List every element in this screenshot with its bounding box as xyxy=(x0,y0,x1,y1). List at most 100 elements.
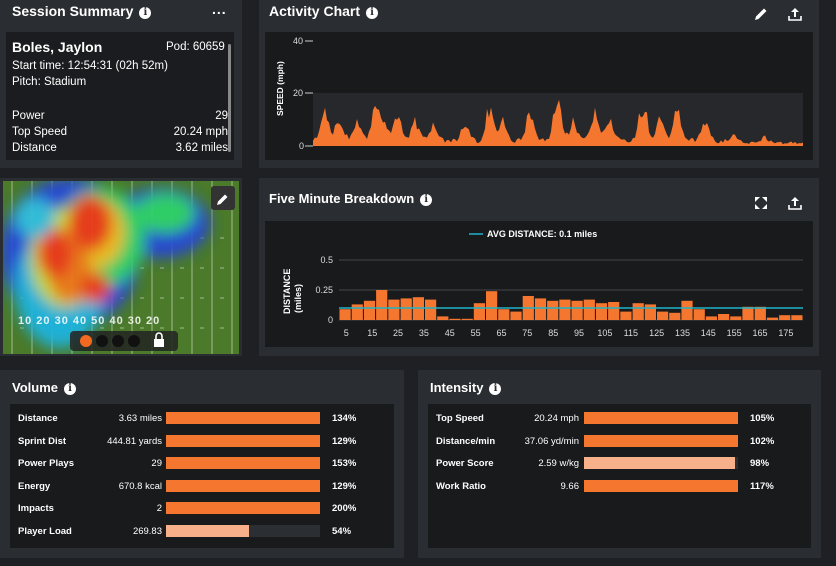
intensity-bar xyxy=(584,412,738,424)
speed-area xyxy=(313,99,803,146)
intensity-label: Top Speed xyxy=(436,413,484,424)
stat-value: 20.24 mph xyxy=(173,126,228,138)
xtick-label: 175 xyxy=(778,328,793,338)
bar[interactable] xyxy=(791,315,803,320)
bar[interactable] xyxy=(620,311,632,320)
xtick-label: 35 xyxy=(419,328,429,338)
intensity-value: 9.66 xyxy=(560,480,580,492)
bar[interactable] xyxy=(583,299,595,320)
bar[interactable] xyxy=(363,300,376,320)
intensity-value: 2.59 w/kg xyxy=(538,458,579,469)
bar[interactable] xyxy=(437,316,449,320)
ytick-20: 20 xyxy=(293,88,303,98)
info-icon[interactable]: i xyxy=(139,7,152,19)
xtick-label: 115 xyxy=(624,328,638,338)
bar[interactable] xyxy=(534,298,547,320)
more-menu-button[interactable]: ... xyxy=(212,1,227,17)
bar[interactable] xyxy=(388,299,400,320)
bar[interactable] xyxy=(486,291,498,320)
bar[interactable] xyxy=(644,304,656,320)
volume-percent: 129% xyxy=(332,435,357,447)
bar[interactable] xyxy=(766,317,779,320)
export-icon[interactable] xyxy=(787,6,803,22)
heatmap-card: 10 20 30 40 50 40 30 20 xyxy=(0,178,242,356)
expand-icon[interactable] xyxy=(753,195,769,211)
bar[interactable] xyxy=(559,299,571,320)
bar[interactable] xyxy=(595,303,608,320)
bar[interactable] xyxy=(425,299,437,320)
xtick-label: 145 xyxy=(701,328,716,338)
xtick-label: 5 xyxy=(344,328,349,338)
volume-value: 269.83 xyxy=(132,525,162,537)
bar[interactable] xyxy=(718,314,730,320)
bar[interactable] xyxy=(632,303,644,320)
breakdown-chart-area: AVG DISTANCE: 0.1 miles DISTANCE (miles)… xyxy=(265,221,813,347)
edit-icon[interactable] xyxy=(753,6,769,22)
bar[interactable] xyxy=(754,306,766,320)
bar[interactable] xyxy=(547,300,559,320)
bar[interactable] xyxy=(779,315,791,320)
intensity-value: 20.24 mph xyxy=(534,413,579,424)
bar[interactable] xyxy=(461,318,473,320)
bar[interactable] xyxy=(669,312,681,320)
intensity-bar-fill xyxy=(584,479,738,492)
pitch: Pitch: Stadium xyxy=(12,76,87,88)
ytick-40: 40 xyxy=(293,36,303,46)
volume-title: Volume i xyxy=(12,380,76,395)
intensity-percent: 102% xyxy=(750,435,775,447)
bar[interactable] xyxy=(608,302,620,320)
bar[interactable] xyxy=(473,303,485,320)
heatmap[interactable]: 10 20 30 40 50 40 30 20 xyxy=(0,178,242,356)
bar[interactable] xyxy=(657,311,669,320)
volume-bar xyxy=(166,479,320,492)
bar[interactable] xyxy=(376,290,388,320)
bar[interactable] xyxy=(498,309,510,320)
heatmap-view-dot-1[interactable] xyxy=(80,335,92,347)
volume-value: 444.81 yards xyxy=(107,435,162,447)
intensity-row: Power Score 2.59 w/kg 98% xyxy=(428,457,811,471)
heatmap-view-dot-2[interactable] xyxy=(96,335,108,347)
scrollbar[interactable] xyxy=(228,44,231,152)
xtick-label: 55 xyxy=(471,328,481,338)
intensity-bar-fill xyxy=(584,434,738,447)
volume-label: Energy xyxy=(18,480,51,492)
export-icon[interactable] xyxy=(787,195,803,211)
bar[interactable] xyxy=(571,300,583,320)
xtick-label: 45 xyxy=(445,328,455,338)
start-time: Start time: 12:54:31 (02h 52m) xyxy=(12,60,168,72)
info-icon[interactable]: i xyxy=(366,7,379,19)
volume-bar-fill xyxy=(166,434,320,447)
stat-value: 3.62 miles xyxy=(175,142,228,154)
info-icon[interactable]: i xyxy=(64,383,76,395)
xtick-label: 95 xyxy=(574,328,584,338)
volume-bar-fill xyxy=(166,479,320,492)
volume-label: Distance xyxy=(18,413,58,424)
lock-icon[interactable] xyxy=(154,332,164,347)
intensity-label: Distance/min xyxy=(436,435,496,447)
info-icon[interactable]: i xyxy=(489,383,502,395)
bar[interactable] xyxy=(351,304,363,320)
intensity-bar-fill xyxy=(584,457,735,469)
bar[interactable] xyxy=(681,300,693,320)
bar[interactable] xyxy=(693,309,705,320)
ytick-label: 0 xyxy=(328,315,333,325)
bar[interactable] xyxy=(449,318,461,320)
heatmap-view-dot-4[interactable] xyxy=(128,335,140,347)
bar[interactable] xyxy=(400,298,412,320)
breakdown-card: Five Minute Breakdown i AVG DISTANCE: 0.1… xyxy=(259,178,819,356)
activity-chart: SPEED (mph) 40 20 0 xyxy=(275,36,803,151)
bar[interactable] xyxy=(742,306,754,320)
bar[interactable] xyxy=(510,311,522,320)
stat-label: Power xyxy=(12,110,45,122)
bar[interactable] xyxy=(705,316,717,320)
heatmap-view-dot-3[interactable] xyxy=(112,335,124,347)
bar[interactable] xyxy=(339,309,351,320)
intensity-percent: 105% xyxy=(750,413,775,424)
info-icon[interactable]: i xyxy=(420,194,433,206)
ytick-0: 0 xyxy=(299,141,304,151)
bar[interactable] xyxy=(730,316,742,320)
volume-card: Volume i Distance 3.63 miles 134% Sprint Dis… xyxy=(0,370,404,558)
session-details: Boles, Jaylon Pod: 60659 Start time: 12:… xyxy=(6,32,234,160)
xtick-label: 155 xyxy=(727,328,742,338)
edit-icon xyxy=(217,194,228,205)
